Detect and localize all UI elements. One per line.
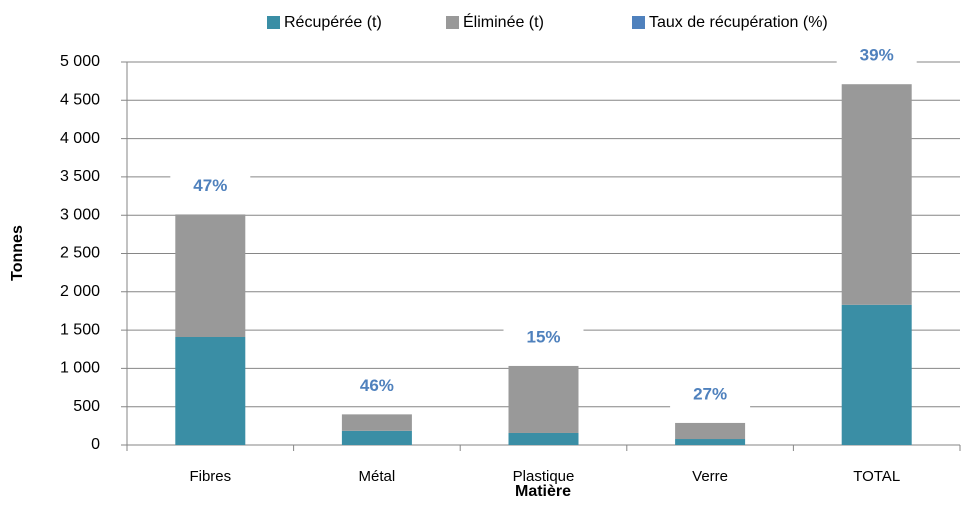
legend-swatch: [632, 16, 645, 29]
bar-segment: [841, 84, 912, 305]
bar-segment: [675, 422, 746, 440]
data-label: 46%: [360, 376, 394, 395]
x-tick-label: Verre: [692, 468, 728, 485]
label-background: [670, 380, 751, 409]
x-axis-title: Matière: [515, 483, 571, 500]
y-tick-label: 2 000: [60, 283, 100, 300]
y-tick-label: 0: [91, 436, 100, 453]
y-tick-label: 500: [73, 398, 100, 415]
label-background: [170, 172, 251, 201]
legend-swatch: [446, 16, 459, 29]
bar-segment: [508, 432, 579, 445]
y-tick-label: 1 000: [60, 360, 100, 377]
bar-segment: [175, 214, 246, 337]
y-tick-label: 4 000: [60, 130, 100, 147]
bar-segment: [341, 430, 412, 445]
x-tick-label: Plastique: [513, 468, 575, 485]
bar-segment: [341, 414, 412, 431]
y-tick-label: 1 500: [60, 321, 100, 338]
label-background: [836, 42, 917, 71]
bar-segment: [675, 439, 746, 445]
legend-label: Récupérée (t): [284, 14, 382, 31]
data-label: 27%: [693, 384, 727, 403]
x-tick-label: TOTAL: [853, 468, 900, 485]
data-label: 15%: [526, 327, 560, 346]
y-tick-label: 3 500: [60, 168, 100, 185]
data-label: 47%: [193, 176, 227, 195]
y-tick-label: 3 000: [60, 206, 100, 223]
y-tick-label: 5 000: [60, 53, 100, 70]
bar-segment: [508, 365, 579, 433]
bar-segment: [841, 304, 912, 445]
y-tick-label: 4 500: [60, 92, 100, 109]
label-background: [336, 372, 417, 401]
label-background: [503, 323, 584, 352]
x-tick-label: Fibres: [189, 468, 231, 485]
legend-label: Taux de récupération (%): [649, 14, 828, 31]
bar-segment: [175, 336, 246, 445]
data-label: 39%: [860, 46, 894, 65]
x-tick-label: Métal: [359, 468, 396, 485]
legend-label: Éliminée (t): [463, 12, 544, 31]
y-axis-title: Tonnes: [9, 225, 26, 281]
legend-swatch: [267, 16, 280, 29]
y-tick-label: 2 500: [60, 245, 100, 262]
